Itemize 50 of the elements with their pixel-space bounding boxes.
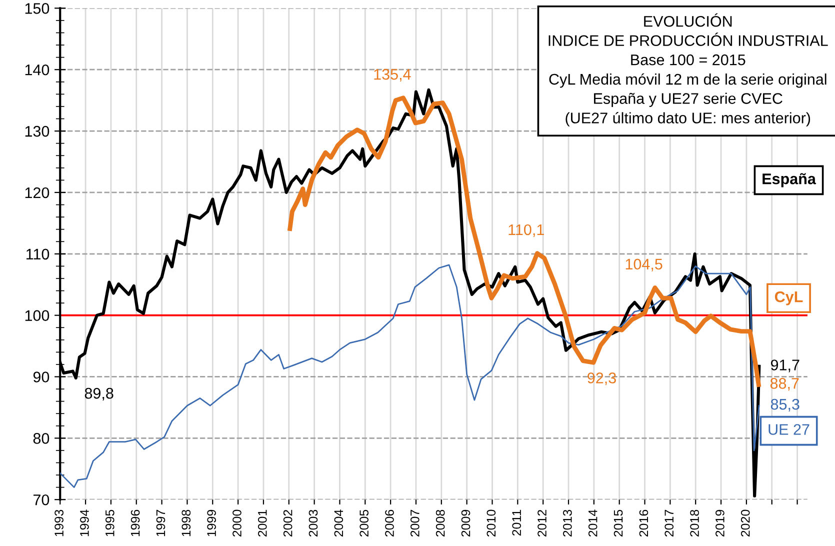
y-tick-label: 150 (25, 3, 50, 14)
x-tick-label: 2003 (308, 510, 318, 536)
y-tick-label: 80 (33, 433, 50, 444)
x-tick-label: 2009 (461, 510, 470, 536)
x-tick-label: 2019 (716, 510, 724, 536)
x-tick-label: 2005 (360, 510, 369, 536)
y-tick-label: 90 (33, 372, 50, 382)
x-tick-label: 1993 (54, 510, 64, 536)
y-tick-label: 140 (25, 64, 50, 76)
text: España (762, 173, 816, 188)
x-tick-label: 2018 (690, 510, 699, 536)
x-tick-label: 2020 (740, 510, 750, 536)
x-tick-label: 1994 (80, 510, 89, 536)
x-tick-label: 1999 (207, 510, 216, 536)
text: INDICE DE PRODUCCIÓN INDUSTRIAL Base 100 = 2015 CyL Media móvil 12 m de la serie original España y UE27 serie CVEC (UE27 último dato UE: mes anterior) (548, 32, 828, 126)
x-tick-label: 2015 (614, 510, 623, 536)
x-tick-label: 2017 (664, 510, 674, 536)
x-tick-label: 2000 (232, 510, 242, 536)
x-tick-label: 1997 (156, 510, 166, 536)
annotation: 92,3 (588, 372, 616, 386)
x-tick-label: 2002 (283, 510, 292, 536)
annotation: 135,4 (374, 68, 411, 82)
x-tick-label: 1995 (105, 510, 114, 536)
x-tick-label: 2013 (563, 510, 572, 536)
annotation: 110,1 (508, 224, 544, 237)
chart-title: EVOLUCIÓN (644, 13, 732, 27)
text: CyL (774, 291, 803, 306)
x-tick-label: 1996 (130, 510, 140, 536)
y-tick-label: 100 (25, 310, 50, 321)
x-tick-label: 2008 (436, 510, 445, 536)
y-tick-label: 130 (25, 126, 50, 137)
x-tick-label: 2011 (512, 510, 522, 536)
series-label: UE 27 (768, 424, 810, 435)
x-tick-label: 2010 (486, 510, 496, 536)
annotation: 104,5 (626, 258, 662, 272)
x-tick-label: 2014 (588, 510, 598, 536)
y-tick-label: 70 (33, 494, 50, 506)
x-tick-label: 2004 (334, 510, 344, 536)
annotation: 88,7 (770, 378, 799, 391)
y-tick-label: 120 (25, 187, 50, 198)
y-tick-label: 110 (26, 248, 50, 260)
annotation: 89,8 (84, 388, 114, 401)
annotation: 85,3 (770, 398, 800, 412)
x-tick-label: 2012 (538, 510, 546, 536)
x-tick-label: 1998 (182, 510, 191, 536)
x-tick-label: 2006 (385, 510, 394, 536)
x-tick-label: 2007 (410, 510, 420, 536)
x-tick-label: 2001 (258, 510, 267, 536)
annotation: 91,7 (770, 360, 800, 372)
x-tick-label: 2016 (639, 510, 648, 536)
